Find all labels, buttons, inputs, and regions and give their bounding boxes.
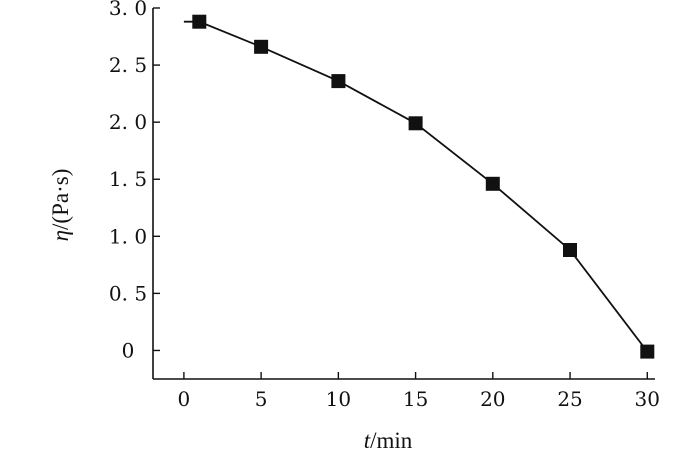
y-tick-label: 2. 5 (109, 53, 147, 77)
data-point (192, 14, 207, 29)
x-tick-label: 10 (326, 387, 351, 411)
x-tick-label: 20 (480, 387, 505, 411)
series-line (183, 20, 649, 353)
data-markers (192, 14, 655, 359)
y-tick-label: 3. 0 (109, 0, 147, 20)
plot-area: 0 0. 5 1. 0 1. 5 2. 0 2. 5 3. 0 0 5 10 15 20 25 30 (109, 0, 660, 411)
x-axis-title: t/min (364, 428, 413, 453)
x-axis-unit: /min (370, 428, 413, 453)
y-tick-label: 0 (122, 338, 135, 362)
x-axis-symbol: t (364, 428, 371, 453)
y-tick-label: 0. 5 (109, 281, 147, 305)
data-point (485, 176, 500, 191)
data-point (331, 74, 346, 89)
x-tick-label: 25 (557, 387, 582, 411)
x-tick-label: 30 (635, 387, 660, 411)
y-tick-label: 2. 0 (109, 110, 147, 134)
y-axis-symbol: η (48, 230, 73, 241)
x-tick-label: 0 (178, 387, 191, 411)
x-ticks: 0 5 10 15 20 25 30 (178, 372, 660, 411)
data-point (408, 116, 423, 131)
x-tick-label: 5 (255, 387, 268, 411)
y-tick-label: 1. 0 (109, 224, 147, 248)
data-point (254, 39, 269, 54)
y-axis-unit: /(Pa·s) (48, 169, 73, 230)
y-ticks: 0 0. 5 1. 0 1. 5 2. 0 2. 5 3. 0 (109, 0, 160, 362)
y-axis-title: η/(Pa·s) (48, 169, 73, 242)
data-point (563, 243, 577, 257)
y-tick-label: 1. 5 (109, 167, 147, 191)
x-tick-label: 15 (403, 387, 428, 411)
data-point (640, 344, 655, 359)
